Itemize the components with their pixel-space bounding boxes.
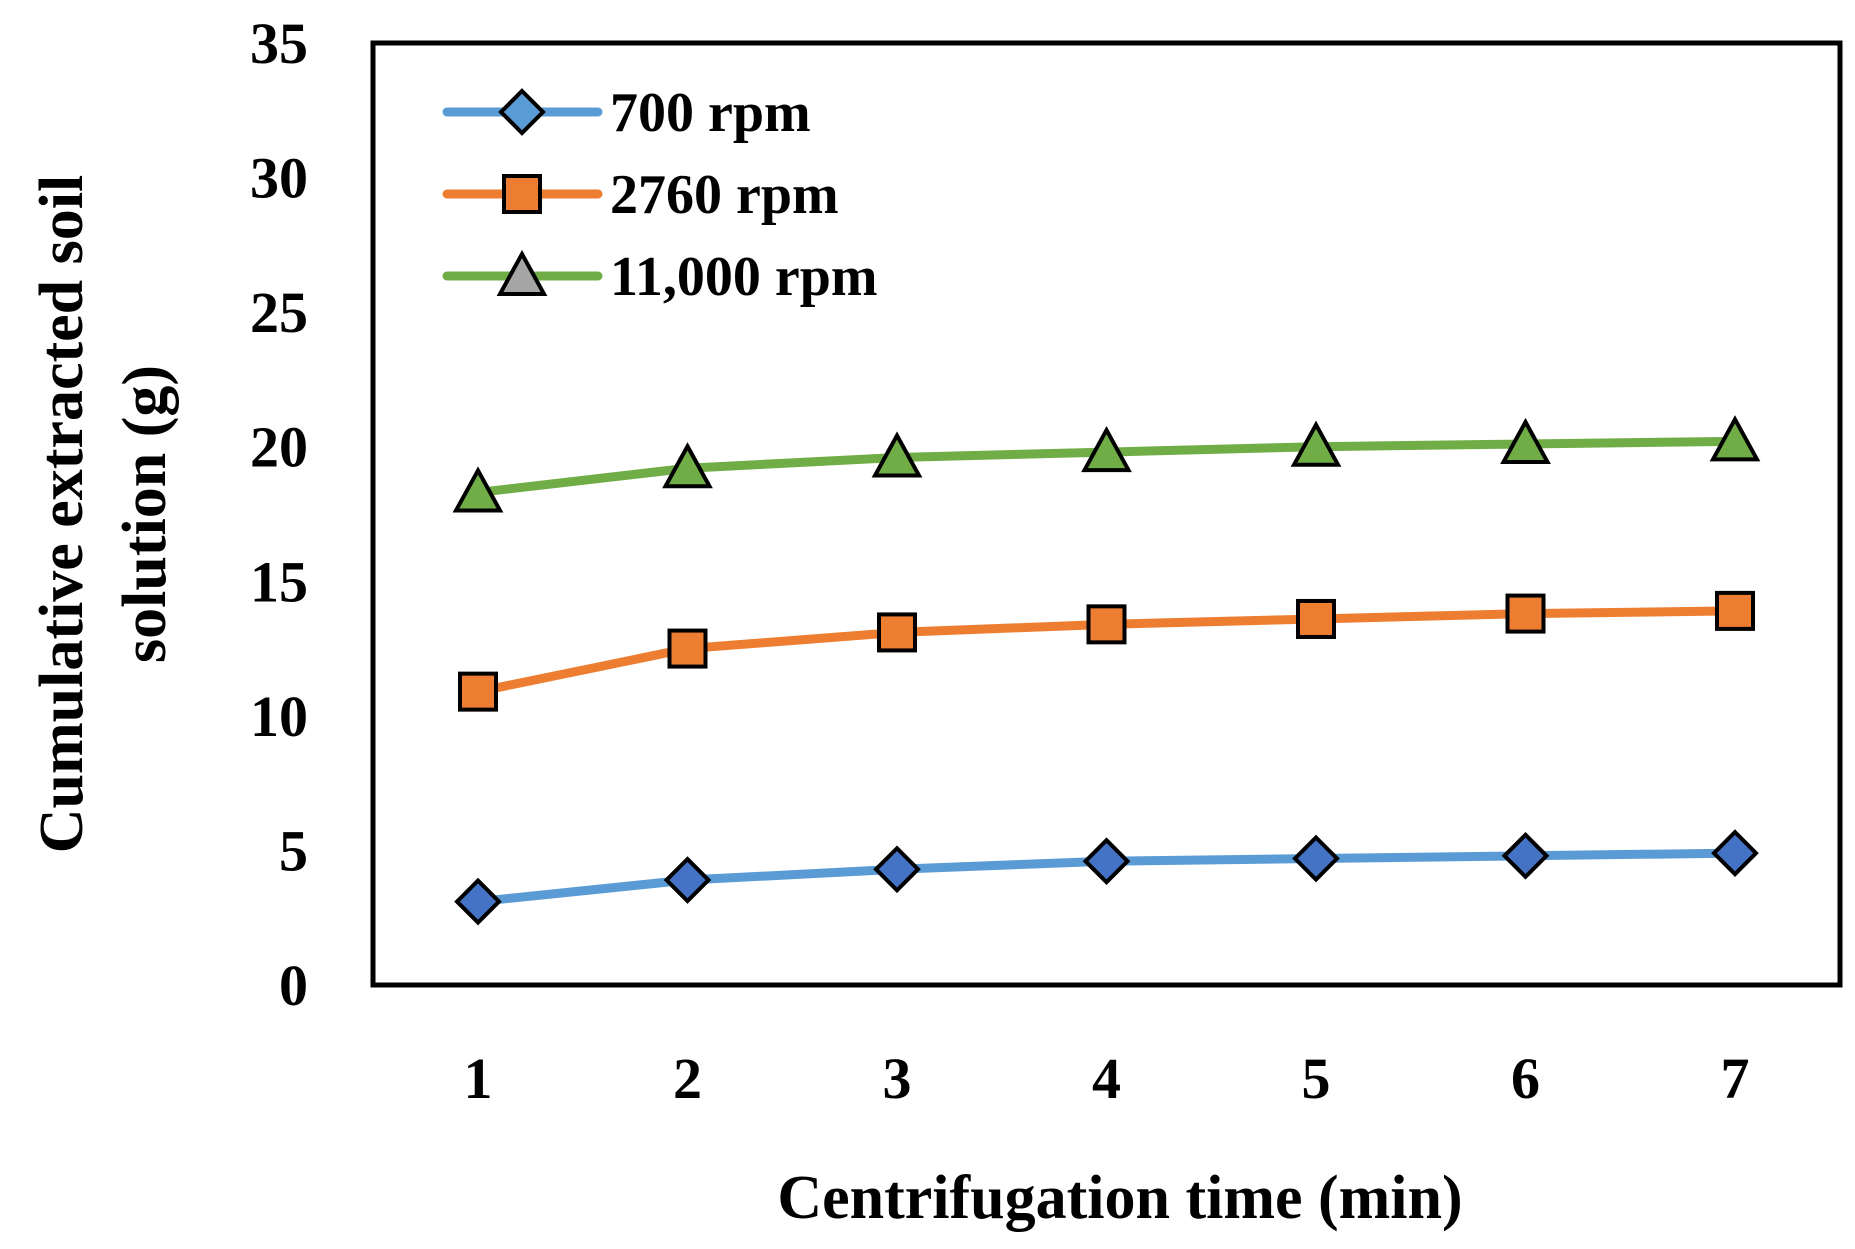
legend-label-2760-rpm: 2760 rpm bbox=[610, 164, 839, 226]
x-tick-label-3: 3 bbox=[883, 1046, 912, 1111]
x-tick-label-5: 5 bbox=[1302, 1046, 1331, 1111]
data-point-11-000-rpm-x5 bbox=[1290, 420, 1342, 467]
y-axis-ticks: 0 5 10 15 20 25 30 35 bbox=[250, 11, 308, 1018]
legend-marker-2760-rpm bbox=[502, 174, 542, 214]
legend-label-700-rpm: 700 rpm bbox=[610, 82, 811, 144]
data-point-700-rpm-x3 bbox=[873, 845, 921, 894]
data-point-2760-rpm-x1 bbox=[458, 671, 498, 712]
series-layer bbox=[452, 415, 1761, 926]
y-tick-label-35: 35 bbox=[250, 11, 308, 76]
y-axis-title-line-1: Cumulative extracted soil bbox=[28, 175, 96, 853]
plot-area-border bbox=[370, 40, 1843, 988]
data-point-700-rpm-x2 bbox=[663, 856, 712, 904]
legend-entry-2760-rpm: 2760 rpm bbox=[442, 164, 839, 226]
legend-entry-700-rpm: 700 rpm bbox=[442, 82, 811, 144]
x-axis-ticks: 1 2 3 4 5 6 7 bbox=[464, 1046, 1750, 1111]
data-point-11-000-rpm-x6 bbox=[1500, 417, 1551, 465]
y-tick-label-5: 5 bbox=[279, 818, 308, 883]
x-tick-label-2: 2 bbox=[673, 1046, 702, 1111]
data-point-700-rpm-x6 bbox=[1501, 831, 1550, 880]
legend-label-11-000-rpm: 11,000 rpm bbox=[610, 246, 878, 308]
data-point-2760-rpm-x6 bbox=[1505, 593, 1546, 634]
data-point-11-000-rpm-x2 bbox=[662, 442, 713, 489]
data-point-700-rpm-x1 bbox=[454, 877, 502, 926]
x-tick-label-7: 7 bbox=[1721, 1046, 1750, 1111]
y-tick-label-10: 10 bbox=[250, 684, 308, 749]
data-point-700-rpm-x7 bbox=[1711, 829, 1759, 877]
data-point-2760-rpm-x7 bbox=[1715, 590, 1755, 631]
series-11-000-rpm bbox=[452, 415, 1761, 513]
x-tick-label-1: 1 bbox=[464, 1046, 493, 1111]
data-point-11-000-rpm-x3 bbox=[871, 431, 923, 478]
y-tick-label-0: 0 bbox=[279, 953, 308, 1018]
legend-marker-11-000-rpm bbox=[496, 249, 548, 296]
y-tick-label-20: 20 bbox=[250, 415, 308, 480]
y-tick-label-25: 25 bbox=[250, 280, 308, 345]
legend: 700 rpm 2760 rpm 11,000 rpm bbox=[442, 82, 878, 308]
data-point-11-000-rpm-x1 bbox=[452, 466, 504, 513]
y-tick-label-30: 30 bbox=[250, 146, 308, 211]
data-point-2760-rpm-x3 bbox=[877, 612, 917, 653]
data-point-11-000-rpm-x7 bbox=[1709, 415, 1761, 462]
data-point-2760-rpm-x5 bbox=[1296, 598, 1336, 639]
data-point-700-rpm-x4 bbox=[1082, 837, 1131, 886]
series-700-rpm bbox=[454, 829, 1759, 926]
data-point-2760-rpm-x4 bbox=[1086, 604, 1127, 645]
legend-marker-700-rpm bbox=[498, 88, 546, 136]
series-2760-rpm bbox=[458, 590, 1755, 712]
x-axis-title: Centrifugation time (min) bbox=[777, 1164, 1462, 1232]
x-tick-label-4: 4 bbox=[1092, 1046, 1121, 1111]
y-tick-label-15: 15 bbox=[250, 549, 308, 614]
x-tick-label-6: 6 bbox=[1511, 1046, 1540, 1111]
legend-entry-11-000-rpm: 11,000 rpm bbox=[442, 246, 878, 308]
data-point-11-000-rpm-x4 bbox=[1081, 425, 1132, 473]
data-point-700-rpm-x5 bbox=[1292, 834, 1340, 883]
y-axis-title-line-2: solution (g) bbox=[111, 365, 179, 663]
data-point-2760-rpm-x2 bbox=[667, 628, 708, 669]
